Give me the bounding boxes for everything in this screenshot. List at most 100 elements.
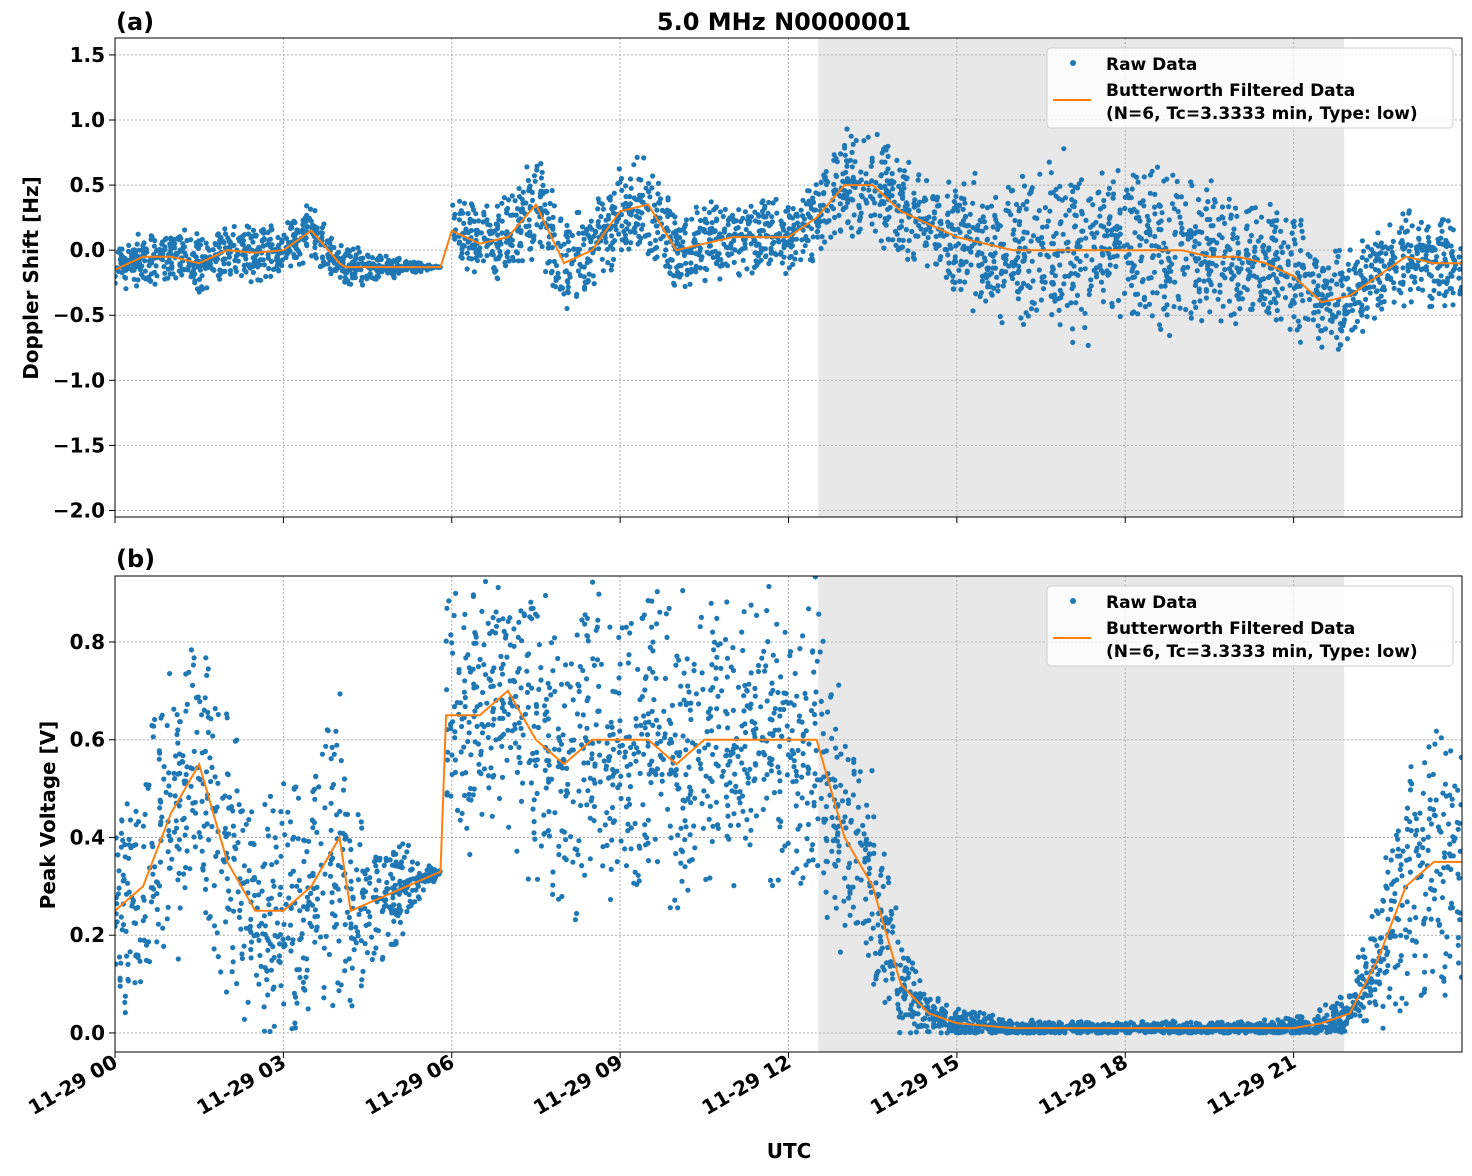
raw-point bbox=[478, 253, 483, 258]
raw-point bbox=[201, 867, 206, 872]
raw-point bbox=[1079, 307, 1084, 312]
raw-point bbox=[831, 158, 836, 163]
raw-point bbox=[240, 956, 245, 961]
raw-point bbox=[653, 837, 658, 842]
raw-point bbox=[480, 730, 485, 735]
raw-point bbox=[265, 948, 270, 953]
raw-point bbox=[288, 263, 293, 268]
raw-point bbox=[556, 735, 561, 740]
raw-point bbox=[157, 748, 162, 753]
raw-point bbox=[312, 940, 317, 945]
raw-point bbox=[141, 918, 146, 923]
raw-point bbox=[547, 685, 552, 690]
raw-point bbox=[600, 863, 605, 868]
raw-point bbox=[520, 201, 525, 206]
raw-point bbox=[699, 801, 704, 806]
raw-point bbox=[276, 243, 281, 248]
raw-point bbox=[462, 690, 467, 695]
raw-point bbox=[204, 241, 209, 246]
raw-point bbox=[1234, 214, 1239, 219]
raw-point bbox=[1040, 275, 1045, 280]
raw-point bbox=[793, 250, 798, 255]
raw-point bbox=[343, 251, 348, 256]
raw-point bbox=[1089, 257, 1094, 262]
raw-point bbox=[710, 752, 715, 757]
raw-point bbox=[546, 216, 551, 221]
raw-point bbox=[1204, 289, 1209, 294]
raw-point bbox=[521, 190, 526, 195]
raw-point bbox=[619, 796, 624, 801]
raw-point bbox=[514, 849, 519, 854]
raw-point bbox=[1032, 215, 1037, 220]
raw-point bbox=[733, 784, 738, 789]
raw-point bbox=[449, 640, 454, 645]
raw-point bbox=[723, 637, 728, 642]
raw-point bbox=[992, 235, 997, 240]
y-tick-label: 0.8 bbox=[70, 630, 105, 654]
raw-point bbox=[1210, 261, 1215, 266]
raw-point bbox=[714, 761, 719, 766]
raw-point bbox=[1247, 239, 1252, 244]
raw-point bbox=[501, 701, 506, 706]
raw-point bbox=[288, 923, 293, 928]
raw-point bbox=[227, 255, 232, 260]
raw-point bbox=[1145, 223, 1150, 228]
raw-point bbox=[696, 749, 701, 754]
raw-point bbox=[1052, 299, 1057, 304]
raw-point bbox=[455, 700, 460, 705]
raw-point bbox=[1326, 265, 1331, 270]
raw-point bbox=[1203, 206, 1208, 211]
raw-point bbox=[1051, 241, 1056, 246]
raw-point bbox=[1293, 293, 1298, 298]
raw-point bbox=[749, 204, 754, 209]
raw-point bbox=[312, 787, 317, 792]
raw-point bbox=[190, 801, 195, 806]
raw-point bbox=[721, 214, 726, 219]
raw-point bbox=[707, 776, 712, 781]
raw-point bbox=[192, 253, 197, 258]
raw-point bbox=[193, 844, 198, 849]
raw-point bbox=[752, 776, 757, 781]
raw-point bbox=[709, 230, 714, 235]
raw-point bbox=[617, 750, 622, 755]
raw-point bbox=[161, 777, 166, 782]
raw-point bbox=[640, 193, 645, 198]
raw-point bbox=[1136, 234, 1141, 239]
raw-point bbox=[559, 894, 564, 899]
raw-point bbox=[360, 275, 365, 280]
raw-point bbox=[449, 753, 454, 758]
raw-point bbox=[343, 812, 348, 817]
raw-point bbox=[155, 907, 160, 912]
raw-point bbox=[536, 725, 541, 730]
raw-point bbox=[712, 640, 717, 645]
raw-point bbox=[608, 194, 613, 199]
raw-point bbox=[647, 772, 652, 777]
raw-point bbox=[1244, 226, 1249, 231]
raw-point bbox=[233, 265, 238, 270]
raw-point bbox=[589, 756, 594, 761]
raw-point bbox=[1329, 330, 1334, 335]
raw-point bbox=[177, 761, 182, 766]
raw-point bbox=[541, 183, 546, 188]
raw-point bbox=[544, 189, 549, 194]
raw-point bbox=[476, 762, 481, 767]
raw-point bbox=[1148, 191, 1153, 196]
raw-point bbox=[691, 668, 696, 673]
raw-point bbox=[937, 257, 942, 262]
raw-point bbox=[312, 820, 317, 825]
raw-point bbox=[1150, 313, 1155, 318]
raw-point bbox=[589, 751, 594, 756]
raw-point bbox=[890, 171, 895, 176]
y-tick-label: 1.5 bbox=[70, 43, 105, 67]
raw-point bbox=[688, 701, 693, 706]
raw-point bbox=[486, 621, 491, 626]
y-tick-label: 0.5 bbox=[70, 173, 105, 197]
raw-point bbox=[1312, 310, 1317, 315]
legend-filtered-label: Butterworth Filtered Data bbox=[1106, 81, 1355, 101]
raw-point bbox=[460, 716, 465, 721]
raw-point bbox=[916, 223, 921, 228]
raw-point bbox=[228, 897, 233, 902]
raw-point bbox=[543, 269, 548, 274]
raw-point bbox=[527, 187, 532, 192]
raw-point bbox=[675, 905, 680, 910]
